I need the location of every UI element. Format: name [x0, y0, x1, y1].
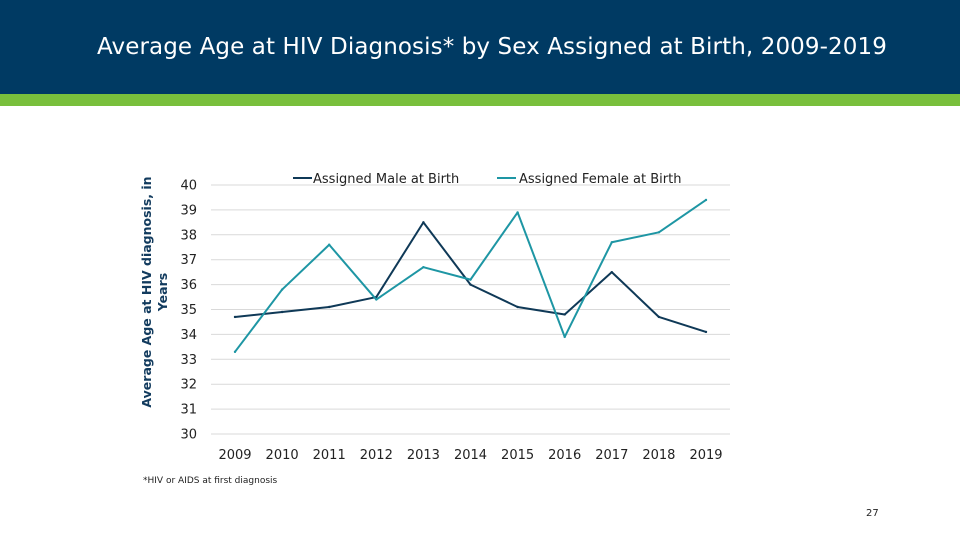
legend-label: Assigned Male at Birth: [313, 172, 459, 187]
y-tick-label: 35: [180, 303, 197, 318]
y-tick-label: 39: [180, 203, 197, 218]
x-tick-label: 2012: [360, 448, 393, 463]
data-point: [233, 350, 237, 354]
x-tick-label: 2015: [501, 448, 534, 463]
data-point: [375, 298, 378, 301]
data-point: [422, 221, 425, 224]
x-tick-label: 2013: [407, 448, 440, 463]
data-point: [233, 315, 237, 319]
data-point: [704, 330, 708, 334]
series-line-male: [234, 221, 707, 333]
data-point: [657, 231, 661, 234]
header-band: [0, 0, 960, 94]
legend-label: Assigned Female at Birth: [519, 172, 681, 187]
x-tick-label: 2010: [266, 448, 299, 463]
y-axis-title: Years: [155, 273, 170, 312]
y-tick-label: 40: [180, 179, 197, 194]
data-point: [469, 283, 472, 286]
accent-band: [0, 94, 960, 106]
data-point: [516, 305, 519, 309]
x-tick-label: 2016: [548, 448, 581, 463]
data-point: [280, 288, 284, 291]
x-tick-label: 2019: [689, 448, 722, 463]
data-point: [563, 335, 566, 339]
data-point: [610, 241, 613, 244]
x-tick-label: 2018: [642, 448, 675, 463]
data-point: [610, 270, 613, 274]
page-number: 27: [866, 508, 879, 519]
y-axis-title: Average Age at HIV diagnosis, in: [139, 176, 154, 407]
data-point: [704, 198, 708, 202]
data-point: [328, 243, 331, 246]
y-tick-label: 33: [180, 353, 197, 368]
y-tick-label: 30: [180, 428, 197, 443]
data-point: [328, 305, 331, 309]
data-point: [280, 310, 284, 314]
y-tick-label: 32: [180, 378, 197, 393]
data-point: [563, 313, 566, 316]
y-tick-label: 31: [180, 403, 197, 418]
y-tick-label: 38: [180, 228, 197, 243]
x-tick-label: 2014: [454, 448, 487, 463]
y-tick-label: 36: [180, 278, 197, 293]
y-tick-label: 37: [180, 253, 197, 268]
x-tick-label: 2009: [218, 448, 251, 463]
y-tick-label: 34: [180, 328, 197, 343]
series-line-female: [234, 198, 707, 353]
x-tick-label: 2017: [595, 448, 628, 463]
data-point: [516, 211, 519, 214]
data-point: [422, 265, 425, 269]
x-tick-label: 2011: [313, 448, 346, 463]
data-point: [657, 315, 661, 319]
data-point: [469, 278, 472, 281]
slide-title: Average Age at HIV Diagnosis* by Sex Ass…: [97, 34, 887, 60]
footnote: *HIV or AIDS at first diagnosis: [143, 476, 278, 486]
